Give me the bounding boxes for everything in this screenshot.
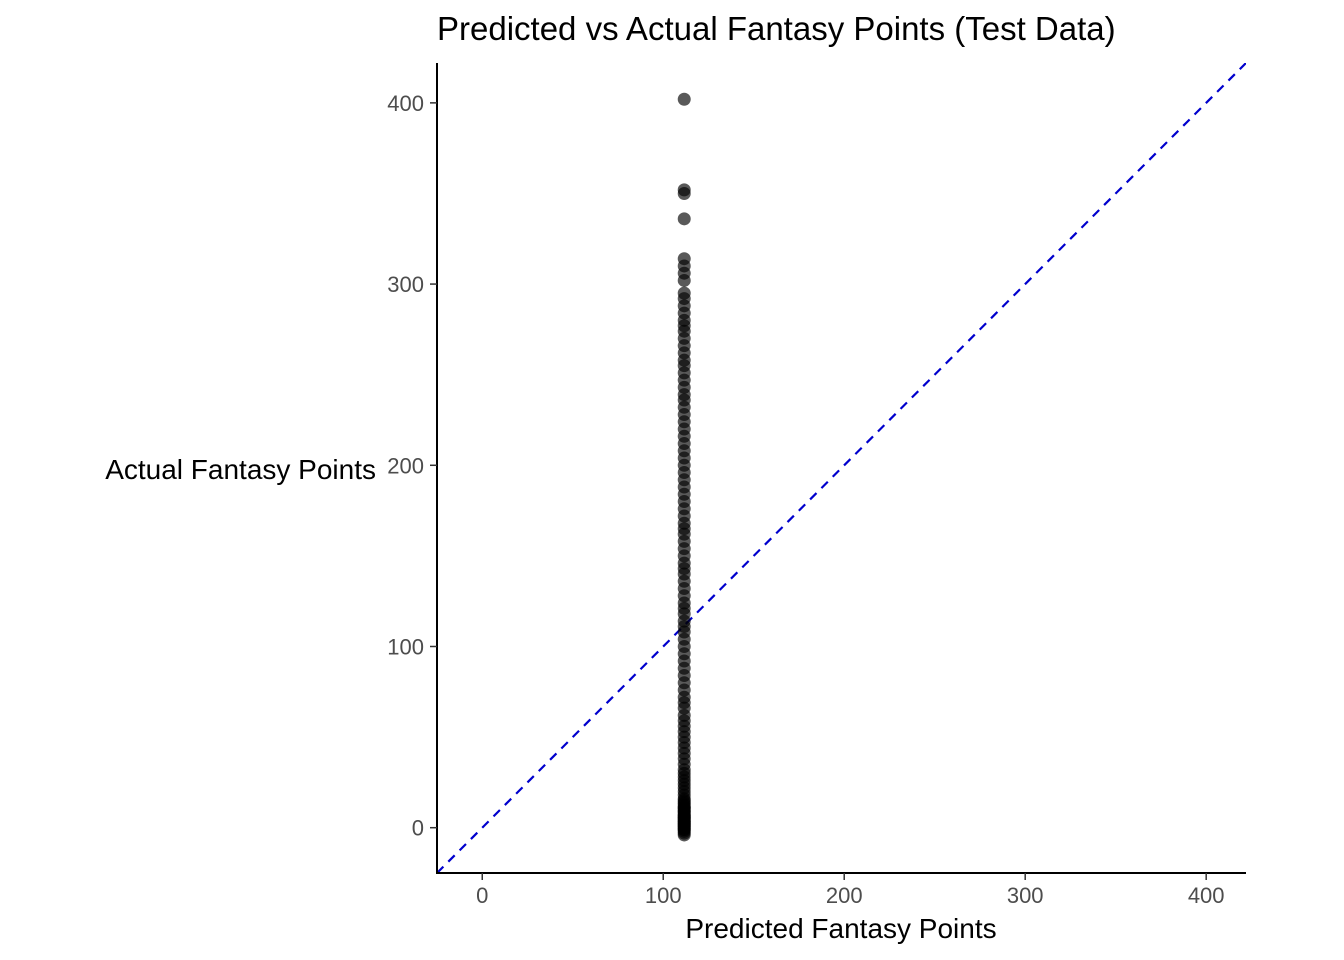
y-tick-label: 400 [387, 91, 424, 116]
x-tick-label: 100 [645, 883, 682, 908]
data-point [677, 823, 691, 837]
axes: 0 100 200 300 400 0 100 200 300 400 [387, 63, 1246, 908]
y-tick-label: 100 [387, 634, 424, 659]
y-axis-title: Actual Fantasy Points [105, 454, 376, 485]
chart-title: Predicted vs Actual Fantasy Points (Test… [437, 10, 1116, 47]
data-point [677, 273, 691, 287]
plot-area [437, 63, 1246, 873]
y-tick-label: 200 [387, 453, 424, 478]
x-tick-label: 400 [1188, 883, 1225, 908]
data-point [677, 801, 691, 815]
x-tick-label: 300 [1007, 883, 1044, 908]
y-tick-label: 300 [387, 272, 424, 297]
data-point [677, 92, 691, 106]
data-point [677, 186, 691, 200]
y-tick-label: 0 [412, 816, 424, 841]
x-tick-label: 200 [826, 883, 863, 908]
scatter-points [677, 92, 691, 842]
x-axis-title: Predicted Fantasy Points [685, 913, 996, 944]
reference-line [437, 63, 1246, 873]
x-tick-label: 0 [476, 883, 488, 908]
data-point [677, 212, 691, 226]
